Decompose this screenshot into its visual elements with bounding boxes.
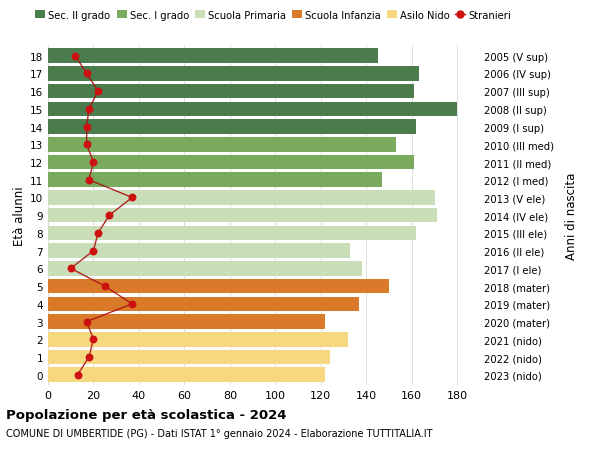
Bar xyxy=(48,208,437,223)
Point xyxy=(84,106,94,113)
Bar xyxy=(48,297,359,312)
Bar xyxy=(48,156,414,170)
Point xyxy=(82,71,91,78)
Text: COMUNE DI UMBERTIDE (PG) - Dati ISTAT 1° gennaio 2024 - Elaborazione TUTTITALIA.: COMUNE DI UMBERTIDE (PG) - Dati ISTAT 1°… xyxy=(6,428,433,438)
Point xyxy=(89,247,98,255)
Point xyxy=(127,301,137,308)
Point xyxy=(82,123,91,131)
Point xyxy=(93,230,103,237)
Bar xyxy=(48,120,416,134)
Point xyxy=(66,265,76,273)
Point xyxy=(84,177,94,184)
Y-axis label: Età alunni: Età alunni xyxy=(13,186,26,246)
Bar xyxy=(48,368,325,382)
Point xyxy=(73,371,82,379)
Bar xyxy=(48,191,434,205)
Bar xyxy=(48,314,325,329)
Bar xyxy=(48,84,414,99)
Point xyxy=(70,53,80,60)
Bar xyxy=(48,67,419,81)
Legend: Sec. II grado, Sec. I grado, Scuola Primaria, Scuola Infanzia, Asilo Nido, Stran: Sec. II grado, Sec. I grado, Scuola Prim… xyxy=(31,7,515,25)
Point xyxy=(89,336,98,343)
Bar xyxy=(48,173,382,188)
Bar xyxy=(48,102,457,117)
Bar xyxy=(48,279,389,294)
Point xyxy=(84,353,94,361)
Point xyxy=(104,212,114,219)
Point xyxy=(82,141,91,149)
Bar xyxy=(48,226,416,241)
Point xyxy=(100,283,110,290)
Point xyxy=(82,318,91,325)
Bar xyxy=(48,332,348,347)
Bar xyxy=(48,49,377,64)
Bar xyxy=(48,138,396,152)
Bar xyxy=(48,244,350,258)
Bar xyxy=(48,262,362,276)
Point xyxy=(93,88,103,95)
Y-axis label: Anni di nascita: Anni di nascita xyxy=(565,172,578,259)
Point xyxy=(127,194,137,202)
Point xyxy=(89,159,98,166)
Text: Popolazione per età scolastica - 2024: Popolazione per età scolastica - 2024 xyxy=(6,408,287,421)
Bar xyxy=(48,350,330,364)
